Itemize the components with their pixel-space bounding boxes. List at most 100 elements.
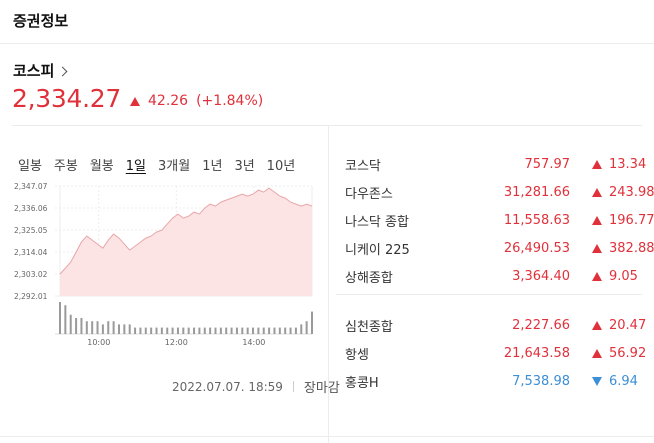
- y-tick-label: 2,314.04: [14, 248, 48, 257]
- chevron-right-icon: [57, 66, 68, 76]
- volume-bar: [144, 327, 147, 334]
- tab-period[interactable]: 주봉: [53, 159, 78, 174]
- index-change: 42.26 (+1.84%): [130, 93, 263, 109]
- quote-change-value: 9.05: [609, 268, 638, 284]
- quote-change: 13.34: [570, 157, 646, 172]
- quote-price: 26,490.53: [503, 240, 570, 256]
- quote-row[interactable]: 나스닥 종합 11,558.63 196.77: [345, 206, 654, 234]
- quote-change-value: 382.88: [609, 240, 654, 256]
- x-tick-label: 10:00: [87, 338, 110, 347]
- volume-bar: [209, 327, 212, 334]
- tab-period[interactable]: 3개월: [158, 159, 191, 174]
- volume-bar: [101, 324, 104, 334]
- volume-bar: [139, 327, 142, 334]
- arrow-up-icon: [592, 187, 602, 197]
- tab-period[interactable]: 1년: [202, 159, 223, 174]
- price-line: [59, 187, 313, 275]
- index-change-value: 42.26: [148, 93, 189, 109]
- quote-price: 21,643.58: [503, 345, 570, 361]
- volume-bar: [214, 327, 217, 334]
- volume-bar: [107, 321, 110, 334]
- tab-period[interactable]: 10년: [266, 159, 296, 174]
- volume-bar: [171, 327, 174, 334]
- quote-change-value: 20.47: [609, 317, 647, 333]
- volume-bar: [134, 327, 137, 334]
- volume-bar: [262, 327, 265, 334]
- tab-period[interactable]: 일봉: [18, 159, 42, 174]
- arrow-up-icon: [592, 271, 602, 281]
- volume-bar: [96, 321, 99, 334]
- quote-name: 다우존스: [345, 186, 393, 202]
- quote-price: 2,227.66: [512, 317, 570, 333]
- index-name: 코스피: [13, 62, 55, 80]
- volume-bar: [155, 327, 158, 334]
- volume-bar: [187, 327, 190, 334]
- quote-change-value: 6.94: [609, 373, 638, 389]
- y-tick-label: 2,325.05: [14, 226, 48, 235]
- volume-bar: [85, 321, 88, 334]
- x-tick-label: 12:00: [165, 338, 188, 347]
- divider: [336, 294, 642, 295]
- quote-change: 196.77: [570, 213, 654, 228]
- volume-bar: [203, 327, 206, 334]
- quote-row[interactable]: 니케이 225 26,490.53 382.88: [345, 234, 654, 262]
- divider: [0, 436, 654, 437]
- quote-name: 코스닥: [345, 158, 381, 174]
- quote-change: 382.88: [570, 241, 654, 256]
- volume-bar: [160, 327, 163, 334]
- volume-bar: [59, 302, 61, 334]
- arrow-up-icon: [130, 96, 140, 106]
- quote-change-value: 243.98: [609, 184, 654, 200]
- arrow-up-icon: [592, 215, 602, 225]
- tab-period[interactable]: 1일: [125, 159, 146, 174]
- volume-bar: [150, 327, 153, 334]
- volume-bar: [252, 327, 255, 334]
- quote-change-value: 56.92: [609, 345, 647, 361]
- volume-bar: [128, 324, 131, 334]
- divider: [292, 381, 294, 392]
- price-area: [60, 188, 312, 296]
- tab-period[interactable]: 3년: [234, 159, 255, 174]
- volume-bar: [91, 321, 94, 334]
- volume-bar: [112, 321, 115, 334]
- quote-row[interactable]: 항셍 21,643.58 56.92: [345, 339, 647, 367]
- quote-name: 홍콩H: [345, 375, 379, 391]
- volume-bar: [278, 327, 281, 334]
- arrow-up-icon: [592, 320, 602, 330]
- volume-bar: [241, 327, 244, 334]
- quote-price: 11,558.63: [503, 212, 570, 228]
- kospi-index-link[interactable]: 코스피: [13, 60, 68, 81]
- volume-bar: [80, 318, 83, 334]
- volume-bar: [176, 327, 179, 334]
- volume-bar: [219, 327, 222, 334]
- volume-bar: [117, 324, 120, 334]
- y-tick-label: 2,303.02: [14, 270, 48, 279]
- volume-bar: [305, 321, 308, 334]
- volume-bar: [75, 318, 78, 334]
- volume-bar: [311, 311, 313, 334]
- arrow-up-icon: [592, 159, 602, 169]
- quote-row[interactable]: 심천종합 2,227.66 20.47: [345, 311, 647, 339]
- section-header: 증권정보: [0, 0, 654, 44]
- arrow-up-icon: [592, 243, 602, 253]
- quote-price: 3,364.40: [512, 268, 570, 284]
- quote-name: 항셍: [345, 347, 369, 363]
- quote-price: 7,538.98: [512, 373, 570, 389]
- quote-change: 20.47: [570, 317, 647, 333]
- quote-row[interactable]: 상해종합 3,364.40 9.05: [345, 262, 645, 290]
- quote-name: 나스닥 종합: [345, 214, 409, 230]
- arrow-down-icon: [592, 376, 602, 386]
- volume-bar: [123, 324, 126, 334]
- quote-list-group-2: 심천종합 2,227.66 20.47 항셍 21,643.58 56.92 홍콩H 7,53…: [345, 311, 647, 395]
- volume-bar: [268, 327, 271, 334]
- volume-bar: [230, 327, 233, 334]
- volume-bar: [193, 327, 196, 334]
- quote-row[interactable]: 홍콩H 7,538.98 6.94: [345, 367, 645, 395]
- tab-period[interactable]: 월봉: [89, 159, 114, 174]
- volume-bar: [294, 327, 297, 334]
- quote-row[interactable]: 다우존스 31,281.66 243.98: [345, 178, 654, 206]
- volume-bar: [166, 327, 169, 334]
- volume-bar: [198, 327, 201, 334]
- quote-name: 심천종합: [345, 319, 393, 335]
- quote-row[interactable]: 코스닥 757.97 13.34: [345, 150, 646, 178]
